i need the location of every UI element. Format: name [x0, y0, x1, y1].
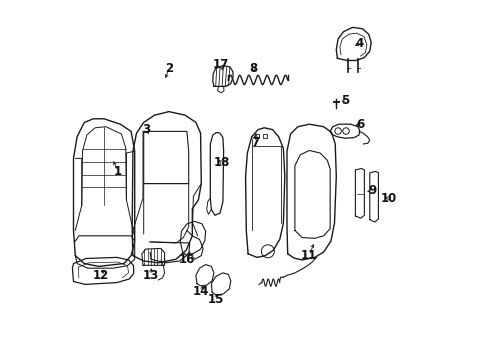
Text: 13: 13: [142, 269, 159, 282]
Text: 15: 15: [207, 293, 224, 306]
Bar: [254, 134, 259, 138]
Bar: [262, 134, 266, 138]
Text: 17: 17: [213, 58, 229, 71]
Text: 3: 3: [142, 123, 150, 136]
Text: 11: 11: [301, 249, 317, 262]
Text: 10: 10: [380, 192, 396, 204]
Text: 8: 8: [249, 62, 257, 75]
Text: 16: 16: [178, 253, 195, 266]
Text: 5: 5: [341, 94, 349, 107]
Text: 4: 4: [355, 37, 363, 50]
Text: 6: 6: [356, 118, 364, 131]
Text: 1: 1: [114, 165, 122, 177]
Text: 18: 18: [214, 156, 230, 169]
Text: 14: 14: [193, 285, 209, 298]
Text: 9: 9: [367, 184, 376, 197]
Text: 7: 7: [251, 136, 259, 149]
Text: 2: 2: [164, 62, 173, 75]
Text: 12: 12: [92, 269, 108, 282]
